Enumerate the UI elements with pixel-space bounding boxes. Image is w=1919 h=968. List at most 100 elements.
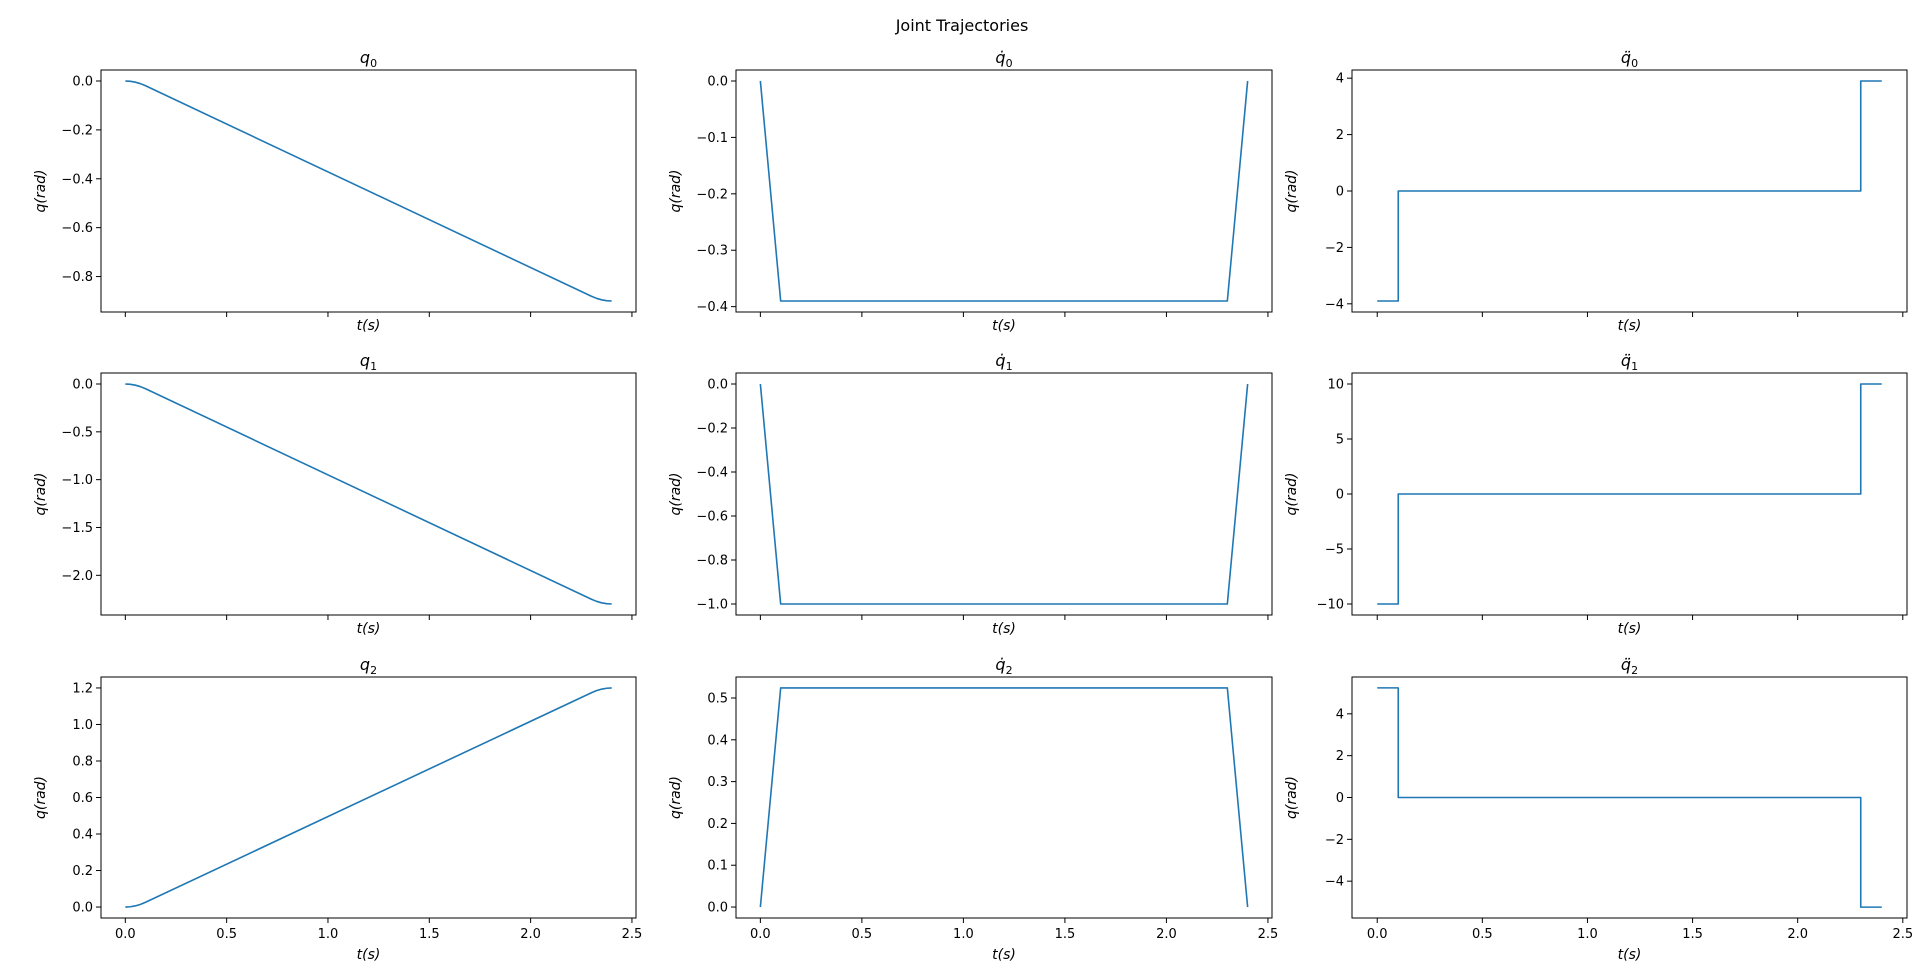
series-line bbox=[1377, 80, 1882, 302]
subplot-5: 0.0 −0.2 −0.4 −0.6 −0.8 −1.0 q̇1 t(s) q(rad) bbox=[668, 351, 1273, 637]
subplot-title: q̈1 bbox=[1621, 351, 1638, 373]
subplot-title: q1 bbox=[360, 351, 377, 373]
y-tick-label: −0.2 bbox=[696, 187, 728, 202]
subplot-4: 0.0 −0.5 −1.0 −1.5 −2.0 q1 t(s) q(rad) bbox=[33, 351, 637, 637]
x-tick-label: 1.0 bbox=[1577, 927, 1598, 942]
y-tick-label: −10 bbox=[1317, 598, 1344, 613]
subplot-1: 0.0 −0.2 −0.4 −0.6 −0.8 q0 t(s) q(rad) bbox=[33, 48, 637, 334]
y-tick-label: −0.8 bbox=[61, 270, 93, 285]
subplot-9: 4 2 0 −2 −4 0.0 0.5 1.0 1.5 2.0 2.5 q̈2 t(s) q(rad) bbox=[1284, 655, 1913, 963]
x-tick-label: 0.0 bbox=[750, 927, 771, 942]
y-tick-label: −4 bbox=[1325, 297, 1344, 312]
x-axis-label: t(s) bbox=[357, 947, 381, 963]
y-tick-label: −0.3 bbox=[696, 244, 728, 259]
y-tick-label: −0.4 bbox=[61, 172, 93, 187]
series-line bbox=[1377, 383, 1882, 605]
y-tick-label: 0.0 bbox=[707, 75, 728, 90]
y-tick-label: 0 bbox=[1336, 185, 1344, 200]
x-axis-label: t(s) bbox=[992, 318, 1016, 334]
y-tick-label: −0.8 bbox=[696, 554, 728, 569]
y-tick-label: −1.5 bbox=[61, 521, 93, 536]
series-line bbox=[759, 80, 1249, 302]
y-axis-label: q(rad) bbox=[668, 776, 684, 819]
subplot-6: 10 5 0 −5 −10 q̈1 t(s) q(rad) bbox=[1284, 351, 1908, 637]
y-tick-label: −5 bbox=[1325, 543, 1344, 558]
subplot-7: 0.0 0.2 0.4 0.6 0.8 1.0 1.2 0.0 0.5 1.0 1.5 2.0 2.5 q… bbox=[33, 655, 642, 963]
y-tick-label: 0.2 bbox=[72, 864, 93, 879]
series-line bbox=[759, 383, 1249, 605]
x-tick-label: 2.5 bbox=[622, 927, 643, 942]
x-tick-label: 1.0 bbox=[318, 927, 339, 942]
x-tick-label: 1.0 bbox=[953, 927, 974, 942]
y-tick-label: −1.0 bbox=[61, 473, 93, 488]
y-tick-label: 0.0 bbox=[707, 378, 728, 393]
y-axis-label: q(rad) bbox=[33, 169, 49, 212]
x-tick-label: 0.0 bbox=[1367, 927, 1388, 942]
x-tick-label: 2.0 bbox=[1156, 927, 1177, 942]
y-tick-label: 5 bbox=[1336, 433, 1344, 448]
y-tick-label: 1.0 bbox=[72, 718, 93, 733]
x-tick-label: 1.5 bbox=[1682, 927, 1703, 942]
y-tick-label: 0 bbox=[1336, 791, 1344, 806]
y-tick-label: −0.5 bbox=[61, 425, 93, 440]
y-tick-label: 2 bbox=[1336, 128, 1344, 143]
y-tick-label: −2.0 bbox=[61, 569, 93, 584]
x-tick-label: 0.5 bbox=[216, 927, 237, 942]
subplot-title: q̇0 bbox=[995, 48, 1012, 70]
y-tick-label: 4 bbox=[1336, 72, 1344, 87]
subplot-8: 0.0 0.1 0.2 0.3 0.4 0.5 0.0 0.5 1.0 1.5 2.0 2.5 q̇2 t… bbox=[668, 655, 1278, 963]
y-axis-label: q(rad) bbox=[668, 472, 684, 515]
y-tick-label: 0.5 bbox=[707, 691, 728, 706]
x-axis-label: t(s) bbox=[1618, 621, 1642, 637]
y-axis-label: q(rad) bbox=[33, 776, 49, 819]
x-axis-label: t(s) bbox=[357, 621, 381, 637]
axes-frame bbox=[735, 372, 1273, 616]
y-tick-label: 4 bbox=[1336, 707, 1344, 722]
y-tick-label: −2 bbox=[1325, 833, 1344, 848]
y-tick-label: 0.1 bbox=[707, 859, 728, 874]
y-axis-label: q(rad) bbox=[668, 169, 684, 212]
y-tick-label: −0.2 bbox=[696, 422, 728, 437]
x-tick-label: 2.5 bbox=[1892, 927, 1913, 942]
axes-frame bbox=[100, 372, 637, 616]
subplot-title: q2 bbox=[360, 655, 377, 677]
y-tick-label: −0.6 bbox=[696, 510, 728, 525]
y-tick-label: −4 bbox=[1325, 875, 1344, 890]
y-tick-label: −0.4 bbox=[696, 466, 728, 481]
series-line bbox=[125, 687, 612, 908]
y-tick-label: 1.2 bbox=[72, 681, 93, 696]
y-tick-label: 0.0 bbox=[72, 378, 93, 393]
series-line bbox=[1377, 687, 1882, 908]
y-tick-label: 0.8 bbox=[72, 754, 93, 769]
y-tick-label: −0.1 bbox=[696, 131, 728, 146]
series-line bbox=[125, 383, 612, 605]
y-tick-label: 0.0 bbox=[707, 901, 728, 916]
x-tick-label: 0.5 bbox=[852, 927, 873, 942]
y-tick-label: −0.4 bbox=[696, 300, 728, 315]
x-tick-label: 2.5 bbox=[1258, 927, 1279, 942]
x-tick-label: 2.0 bbox=[520, 927, 541, 942]
figure-title: Joint Trajectories bbox=[895, 16, 1029, 35]
y-axis-label: q(rad) bbox=[33, 472, 49, 515]
x-tick-label: 0.5 bbox=[1472, 927, 1493, 942]
x-axis-label: t(s) bbox=[1618, 947, 1642, 963]
axes-frame bbox=[735, 676, 1273, 919]
subplot-2: 0.0 −0.1 −0.2 −0.3 −0.4 q̇0 t(s) q(rad) bbox=[668, 48, 1273, 334]
subplot-title: q̈2 bbox=[1621, 655, 1638, 677]
y-axis-label: q(rad) bbox=[1284, 472, 1300, 515]
y-tick-label: 0.0 bbox=[72, 75, 93, 90]
y-tick-label: 0.4 bbox=[707, 733, 728, 748]
axes-frame bbox=[735, 69, 1273, 313]
y-tick-label: 0.3 bbox=[707, 775, 728, 790]
y-tick-label: 10 bbox=[1327, 378, 1344, 393]
axes-frame bbox=[100, 69, 637, 313]
subplot-title: q0 bbox=[360, 48, 377, 70]
y-tick-label: 2 bbox=[1336, 749, 1344, 764]
x-axis-label: t(s) bbox=[992, 621, 1016, 637]
y-tick-label: 0.6 bbox=[72, 791, 93, 806]
y-axis-label: q(rad) bbox=[1284, 776, 1300, 819]
x-tick-label: 1.5 bbox=[1055, 927, 1076, 942]
x-tick-label: 1.5 bbox=[419, 927, 440, 942]
x-tick-label: 0.0 bbox=[115, 927, 136, 942]
